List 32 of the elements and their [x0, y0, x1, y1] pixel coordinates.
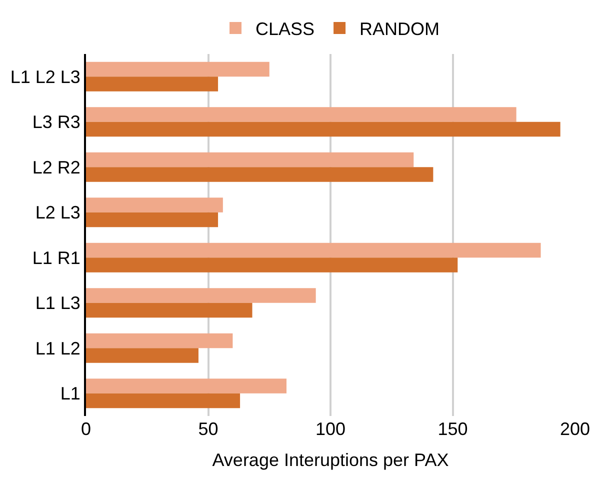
legend-label: CLASS	[256, 18, 315, 39]
bar	[86, 107, 516, 122]
y-tick-label: L1	[60, 384, 80, 404]
bar	[86, 122, 560, 137]
bar	[86, 242, 541, 258]
bar	[86, 393, 240, 408]
bar	[86, 152, 414, 168]
bar	[86, 212, 218, 228]
bar	[86, 167, 434, 182]
bar	[86, 62, 270, 77]
y-tick-label: L3 R3	[32, 112, 80, 132]
legend-label: RANDOM	[360, 18, 440, 39]
x-tick-label: 0	[80, 419, 92, 439]
bar	[86, 76, 218, 92]
x-tick-label: 100	[315, 419, 346, 439]
bar	[86, 288, 316, 303]
y-tick-label: L1 L2	[35, 338, 80, 358]
x-tick-label: 150	[438, 419, 468, 439]
x-tick-label: 50	[198, 419, 218, 439]
y-tick-label: L1 R1	[32, 248, 80, 268]
bar	[86, 348, 198, 363]
y-tick-label: L2 L3	[35, 202, 80, 223]
y-tick-label: L1 L2 L3	[10, 66, 80, 87]
bar	[86, 333, 233, 348]
y-tick-label: L2 R2	[32, 157, 80, 178]
y-tick-label: L1 L3	[35, 293, 80, 314]
bar	[86, 378, 286, 394]
x-axis-title: Average Interuptions per PAX	[212, 450, 449, 470]
bar	[86, 302, 252, 318]
x-tick-label: 200	[560, 419, 590, 439]
bar	[86, 258, 458, 272]
bar	[86, 198, 223, 212]
